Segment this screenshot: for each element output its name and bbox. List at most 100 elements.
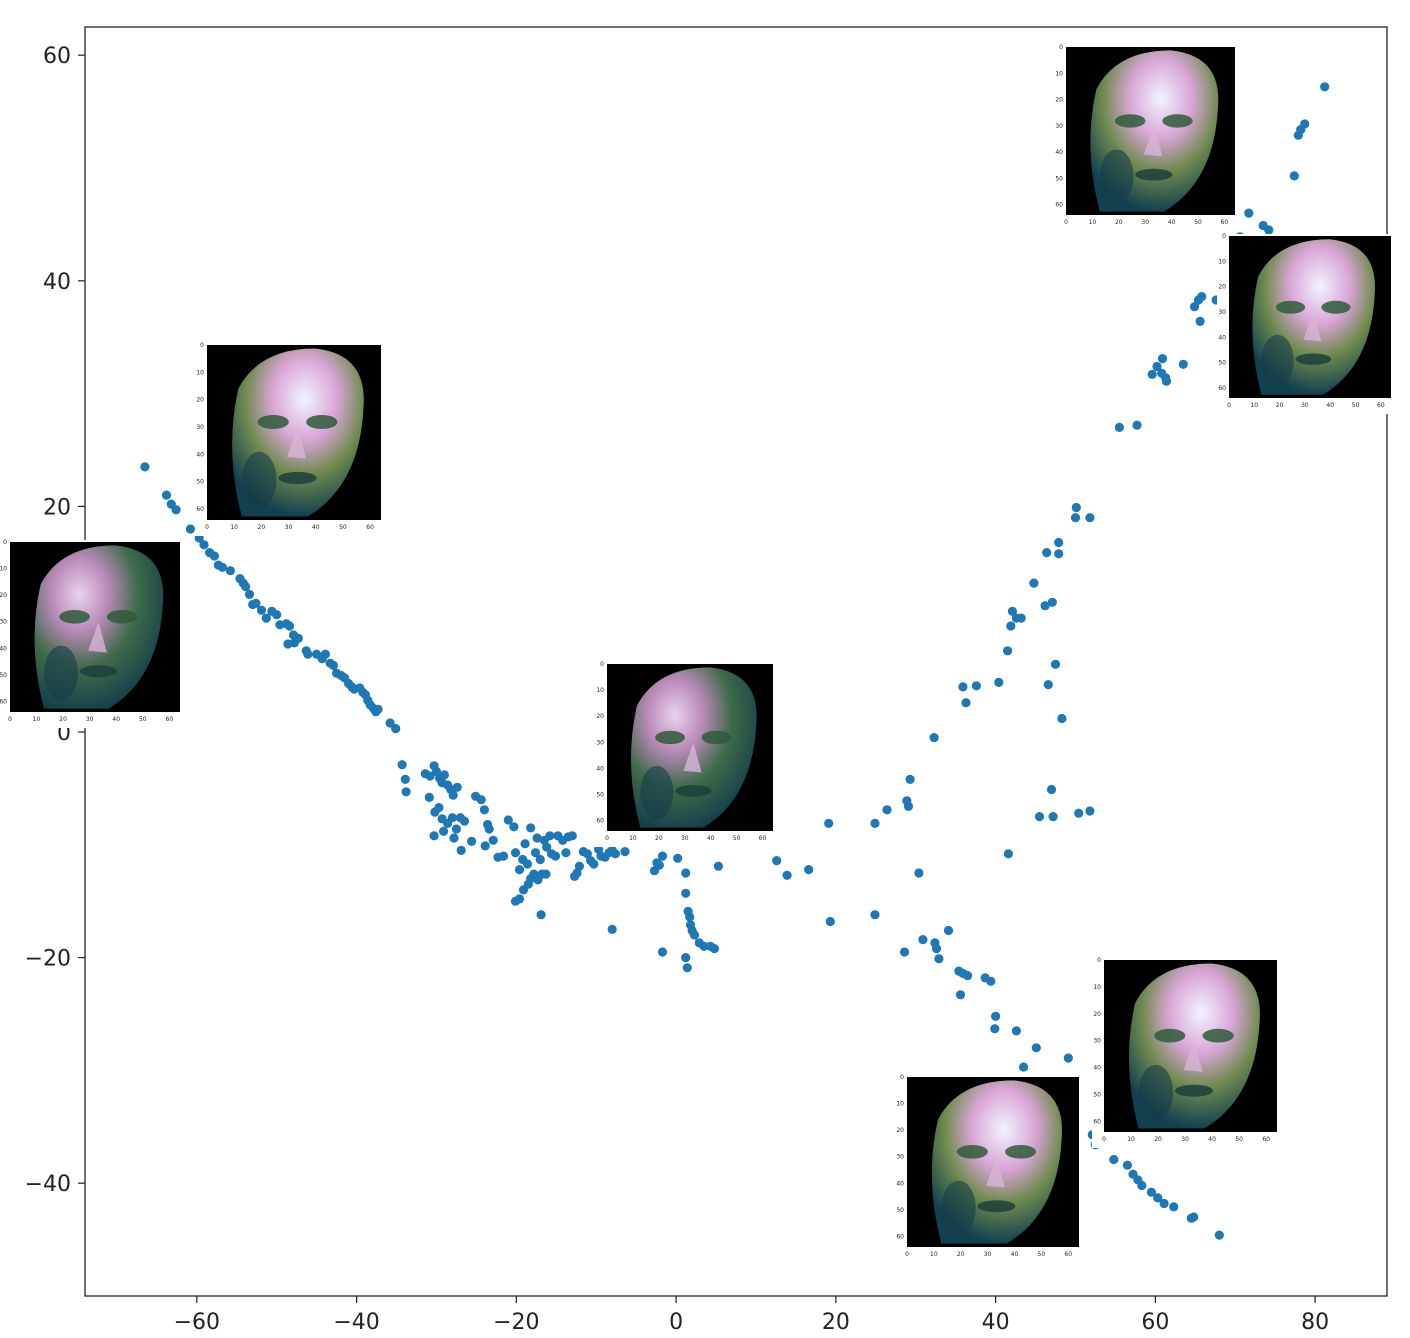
svg-text:10: 10 [1055,70,1063,77]
scatter-point [434,803,444,813]
scatter-point [503,815,513,825]
scatter-point [514,865,525,875]
scatter-point [825,916,835,927]
scatter-point [1031,1043,1041,1053]
scatter-points [140,82,1330,1240]
svg-text:50: 50 [1194,219,1202,226]
scatter-point [1114,422,1124,432]
svg-text:0: 0 [1064,219,1068,226]
scatter-point [914,868,924,878]
x-tick-label: −60 [174,1310,220,1335]
svg-text:10: 10 [33,716,41,723]
svg-text:20: 20 [0,592,7,599]
scatter-point [391,724,401,734]
scatter-point [397,760,407,770]
scatter-point [1029,578,1039,588]
scatter-point [1048,812,1058,822]
scatter-point [567,831,577,841]
svg-text:30: 30 [681,835,689,842]
svg-text:50: 50 [1218,360,1226,367]
scatter-point [673,853,683,863]
scatter-point [439,826,449,836]
scatter-point [657,947,668,957]
scatter-point [1178,359,1188,369]
scatter-point [782,870,792,880]
scatter-point [685,912,695,922]
scatter-point [476,795,486,805]
svg-text:60: 60 [1377,402,1385,409]
scatter-point [536,910,546,920]
svg-text:0: 0 [3,539,7,546]
x-tick-label: 40 [982,1310,1010,1335]
svg-text:40: 40 [1011,1251,1019,1258]
scatter-point [681,868,691,878]
scatter-point [424,792,434,803]
svg-text:60: 60 [896,1233,904,1240]
y-tick-label: 20 [43,495,71,520]
svg-text:60: 60 [1218,385,1226,392]
svg-text:30: 30 [1093,1038,1101,1045]
svg-text:20: 20 [1276,402,1284,409]
svg-text:40: 40 [1326,402,1334,409]
y-tick-label: 60 [43,44,71,69]
scatter-point [1189,302,1200,312]
scatter-point [488,835,498,845]
svg-text:10: 10 [1250,402,1258,409]
scatter-point [1289,171,1299,181]
scatter-point [1006,621,1016,631]
scatter-point [1085,806,1095,816]
scatter-point [1074,808,1084,818]
scatter-point [1195,316,1205,326]
x-tick-label: 80 [1301,1310,1329,1335]
scatter-point [509,822,519,832]
svg-text:10: 10 [1089,219,1097,226]
scatter-point [1244,208,1254,218]
scatter-point [328,660,338,671]
scatter-point [971,681,982,691]
y-tick-label: 40 [43,270,71,295]
face-thumbnail: 0 0 10 10 20 20 30 30 40 40 50 50 60 60 [0,539,184,728]
scatter-point [545,831,555,841]
scatter-point [373,704,383,715]
svg-text:50: 50 [1055,175,1063,182]
scatter-point [620,847,630,857]
svg-text:20: 20 [196,397,204,404]
scatter-point [1109,1154,1119,1165]
scatter-point [824,818,834,829]
svg-text:10: 10 [629,835,637,842]
scatter-point [1300,119,1310,129]
svg-text:50: 50 [196,479,204,486]
face-thumbnail: 0 0 10 10 20 20 30 30 40 40 50 50 60 60 [595,661,777,847]
svg-text:50: 50 [733,835,741,842]
scatter-point [439,770,449,780]
svg-text:40: 40 [0,645,7,652]
svg-text:60: 60 [1093,1118,1101,1125]
scatter-point [449,833,459,843]
x-tick-label: 60 [1141,1310,1169,1335]
svg-text:30: 30 [1301,402,1309,409]
scatter-point [1169,1202,1179,1212]
svg-text:20: 20 [896,1127,904,1134]
svg-text:0: 0 [205,524,209,531]
scatter-point [955,990,966,1000]
scatter-point [934,954,944,964]
scatter-point [510,848,521,858]
scatter-point [882,805,892,815]
svg-text:30: 30 [285,524,293,531]
scatter-point [1157,354,1168,364]
scatter-point [522,859,533,869]
svg-text:20: 20 [258,524,266,531]
scatter-point [1264,225,1274,235]
scatter-point [320,649,330,659]
svg-text:30: 30 [1218,309,1226,316]
face-thumbnail: 0 0 10 10 20 20 30 30 40 40 50 50 60 60 [1217,233,1395,414]
svg-text:0: 0 [8,716,12,723]
scatter-point [929,733,939,743]
scatter-point [533,875,543,885]
scatter-point [905,774,915,785]
scatter-point [284,621,295,631]
svg-text:50: 50 [1352,402,1360,409]
scatter-point [1047,597,1057,607]
scatter-point [467,836,477,847]
face-thumbnail: 0 0 10 10 20 20 30 30 40 40 50 50 60 60 [195,342,385,536]
